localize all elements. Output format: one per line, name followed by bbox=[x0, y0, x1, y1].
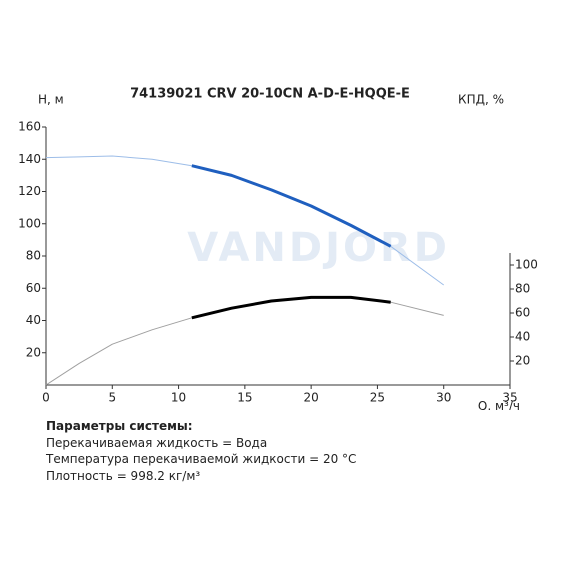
x-tick-label: 10 bbox=[171, 391, 186, 405]
x-axis-label: Q, м³/ч bbox=[478, 399, 520, 410]
parameters: Параметры системы: Перекачиваемая жидкос… bbox=[46, 418, 356, 484]
y-axis-label: H, м bbox=[38, 93, 64, 107]
parameter-line: Температура перекачиваемой жидкости = 20… bbox=[46, 452, 357, 466]
x-tick-label: 20 bbox=[304, 391, 319, 405]
y-tick-label: 120 bbox=[18, 184, 41, 198]
x-tick-label: 15 bbox=[237, 391, 252, 405]
curve bbox=[45, 296, 444, 386]
y-tick-label: 100 bbox=[18, 216, 41, 230]
y-tick-label: 140 bbox=[18, 152, 41, 166]
y2-tick-label: 80 bbox=[515, 282, 530, 296]
parameters-title: Параметры системы: bbox=[46, 419, 193, 433]
parameter-line: Перекачиваемая жидкость = Вода bbox=[46, 435, 268, 450]
parameter-line: Плотность = 998.2 кг/м³ bbox=[46, 468, 201, 483]
chart-title: 74139021 CRV 20-10CN A-D-E-HQQE-E bbox=[130, 87, 410, 102]
x-tick-label: 35 bbox=[502, 391, 517, 405]
x-tick-label: 5 bbox=[108, 391, 116, 405]
y-tick-label: 160 bbox=[18, 120, 41, 134]
y-tick-label: 60 bbox=[26, 281, 41, 295]
y2-tick-label: 40 bbox=[515, 330, 530, 344]
y-tick-label: 40 bbox=[26, 313, 41, 327]
y-tick-label: 20 bbox=[26, 345, 41, 359]
chart: VANDJORD 74139021 CRV 20-10CN A-D-E-HQQE… bbox=[18, 87, 538, 411]
curve bbox=[191, 295, 391, 320]
x-tick-label: 0 bbox=[42, 391, 50, 405]
x-tick-label: 30 bbox=[436, 391, 451, 405]
x-tick-label: 25 bbox=[370, 391, 385, 405]
watermark: VANDJORD bbox=[187, 225, 450, 271]
y2-tick-label: 60 bbox=[515, 306, 530, 320]
y2-tick-label: 20 bbox=[515, 354, 530, 368]
y2-axis-label: КПД, % bbox=[458, 93, 504, 107]
y2-tick-label: 100 bbox=[515, 258, 538, 272]
curve bbox=[191, 164, 392, 248]
y-tick-label: 80 bbox=[26, 249, 41, 263]
